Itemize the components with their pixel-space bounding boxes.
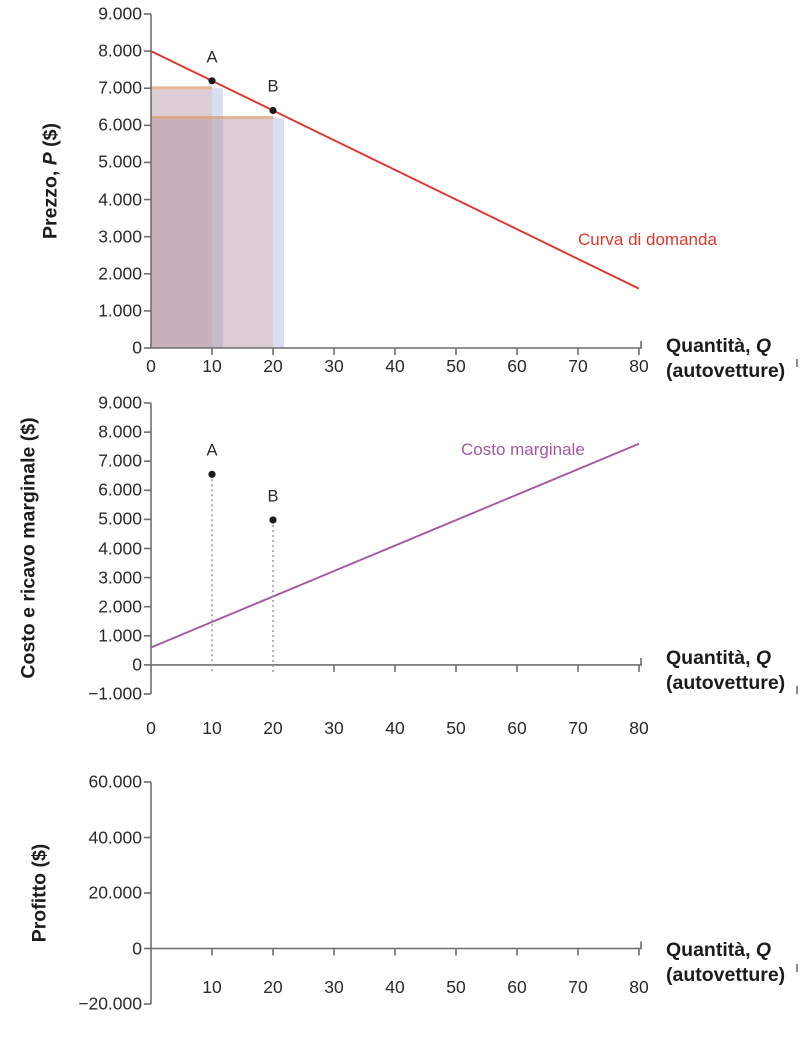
profit-x-tick-label: 20 — [263, 977, 283, 997]
demand-curve-label: Curva di domanda — [578, 230, 717, 249]
y-axis-title-price-unit: ($) — [39, 123, 62, 153]
mc-series-0 — [150, 442, 640, 649]
profit-y-tick-label: 40.000 — [88, 827, 142, 847]
profit-x-tick-label: 40 — [385, 977, 405, 997]
mc-y-tick-label: 6.000 — [98, 479, 142, 500]
price-y-tick-label: 8.000 — [98, 40, 142, 61]
price-x-tick-label: 10 — [202, 356, 222, 376]
price-x-tick-label: 20 — [263, 356, 283, 376]
profit-x-tick-label: 50 — [446, 977, 466, 997]
profit-x-tick-label: 10 — [202, 977, 222, 997]
price-x-tick-label: 50 — [446, 356, 466, 376]
price-x-tick-label: 60 — [507, 356, 527, 376]
price-series-0 — [150, 50, 640, 290]
price-x-tick-label: 30 — [324, 356, 344, 376]
axis-end-mark — [796, 964, 798, 972]
mc-y-tick-label: 8.000 — [98, 421, 142, 442]
mc-x-tick-label: 0 — [146, 718, 156, 738]
mc-y-tick-label: 5.000 — [98, 508, 142, 529]
price-y-tick-label: 9.000 — [98, 3, 142, 24]
price-x-tick-label: 70 — [568, 356, 588, 376]
price-y-tick-label: 4.000 — [98, 189, 142, 210]
x-axis-title-line2: (autovetture) — [666, 360, 786, 382]
price-point-A — [208, 77, 216, 85]
mc-y-tick-label: 4.000 — [98, 538, 142, 558]
mc-y-tick-label: 7.000 — [98, 450, 142, 471]
y-axis-title-price: Prezzo, P ($) — [40, 123, 63, 239]
profit-y-tick-label: 60.000 — [88, 771, 142, 792]
mc-point-B — [269, 516, 277, 524]
x-axis-title-line1: Quantità, Q — [666, 335, 772, 357]
mc-point-label-B: B — [267, 487, 279, 506]
revenue-strip-A — [212, 88, 223, 348]
mc-x-tick-label: 20 — [263, 718, 283, 738]
axis-end-mark — [796, 359, 798, 367]
x-axis-title-line1: Quantità, Q — [666, 647, 772, 669]
mc-point-label-A: A — [206, 441, 218, 460]
price-y-tick-label: 6.000 — [98, 114, 142, 135]
axis-end-mark — [796, 686, 798, 694]
price-y-tick-label: 2.000 — [98, 263, 142, 284]
revenue-rect-A-top-edge — [151, 86, 212, 90]
price-x-tick-label: 40 — [385, 356, 405, 376]
mc-y-tick-label: 9.000 — [98, 392, 142, 413]
x-axis-title-price: Quantità, Q (autovetture) — [666, 334, 785, 384]
y-axis-title-profit: Profitto ($) — [29, 844, 52, 943]
profit-x-tick-label: 60 — [507, 977, 527, 997]
y-axis-title-price-symbol: P — [39, 152, 62, 166]
revenue-strip-B — [273, 117, 284, 349]
mc-y-tick-label: −1.000 — [87, 683, 142, 704]
profit-x-tick-label: 30 — [324, 977, 344, 997]
price-point-label-A: A — [206, 48, 218, 67]
profit-x-tick-label: 70 — [568, 977, 588, 997]
price-point-B — [269, 106, 277, 115]
x-axis-title-line1: Quantità, Q — [666, 939, 772, 961]
profit-y-tick-label: 0 — [132, 938, 142, 958]
revenue-rect-B-top-edge — [151, 116, 273, 120]
mc-y-tick-label: 1.000 — [98, 625, 142, 646]
mc-point-A — [208, 470, 216, 478]
price-y-tick-label: 5.000 — [98, 151, 142, 172]
x-axis-title-line2: (autovetture) — [666, 672, 786, 694]
mc-y-tick-label: 0 — [132, 654, 142, 675]
mc-x-tick-label: 30 — [324, 718, 344, 738]
x-axis-title-marginal: Quantità, Q (autovetture) — [666, 646, 785, 696]
y-axis-title-marginal-text: Costo e ricavo marginale ($) — [17, 417, 40, 679]
mc-y-tick-label: 3.000 — [98, 567, 142, 588]
price-y-tick-label: 3.000 — [98, 226, 142, 247]
price-point-label-B: B — [267, 77, 279, 96]
profit-y-tick-label: 20.000 — [88, 882, 142, 903]
price-y-tick-label: 1.000 — [98, 300, 142, 321]
marginal-cost-label: Costo marginale — [461, 440, 585, 459]
price-y-tick-label: 7.000 — [98, 77, 142, 98]
y-axis-title-marginal: Costo e ricavo marginale ($) — [18, 417, 41, 678]
profit-y-tick-label: −20.000 — [78, 993, 142, 1014]
revenue-rect-A — [151, 86, 212, 348]
price-y-tick-label: 0 — [132, 337, 142, 358]
x-axis-title-line2: (autovetture) — [666, 964, 786, 986]
mc-x-tick-label: 70 — [568, 718, 588, 738]
mc-x-tick-label: 10 — [202, 718, 222, 738]
mc-x-tick-label: 40 — [385, 718, 405, 738]
y-axis-title-profit-text: Profitto ($) — [28, 843, 51, 943]
mc-y-tick-label: 2.000 — [98, 596, 142, 617]
profit-x-tick-label: 80 — [629, 977, 649, 997]
mc-x-tick-label: 50 — [446, 718, 466, 738]
mc-x-tick-label: 80 — [629, 718, 649, 738]
price-x-tick-label: 80 — [629, 356, 649, 376]
mc-x-tick-label: 60 — [507, 718, 527, 738]
y-axis-title-price-text: Prezzo, — [39, 165, 62, 239]
x-axis-title-profit: Quantità, Q (autovetture) — [666, 938, 785, 988]
revenue-rect-B — [151, 116, 273, 348]
price-x-tick-label: 0 — [146, 356, 156, 376]
